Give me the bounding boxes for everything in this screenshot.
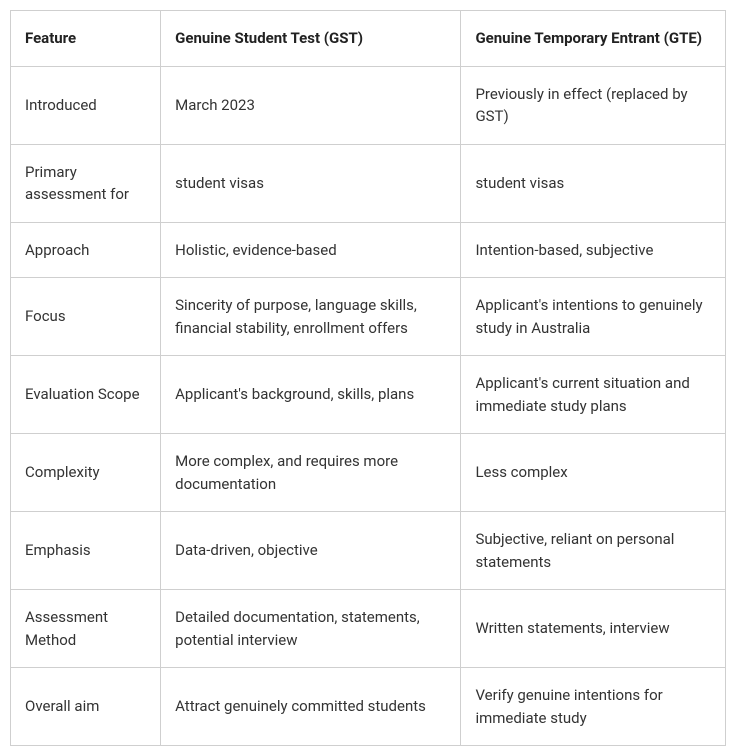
header-feature: Feature: [11, 11, 161, 67]
table-row: Primary assessment for student visas stu…: [11, 144, 726, 222]
cell-feature: Complexity: [11, 434, 161, 512]
cell-gst: student visas: [161, 144, 461, 222]
cell-gte: Applicant's current situation and immedi…: [461, 356, 726, 434]
header-gst: Genuine Student Test (GST): [161, 11, 461, 67]
cell-feature: Approach: [11, 222, 161, 278]
table-row: Approach Holistic, evidence-based Intent…: [11, 222, 726, 278]
cell-gte: Subjective, reliant on personal statemen…: [461, 512, 726, 590]
table-header: Feature Genuine Student Test (GST) Genui…: [11, 11, 726, 67]
cell-feature: Assessment Method: [11, 590, 161, 668]
cell-gte: Applicant's intentions to genuinely stud…: [461, 278, 726, 356]
cell-feature: Emphasis: [11, 512, 161, 590]
table-row: Assessment Method Detailed documentation…: [11, 590, 726, 668]
table-header-row: Feature Genuine Student Test (GST) Genui…: [11, 11, 726, 67]
cell-gte: Previously in effect (replaced by GST): [461, 66, 726, 144]
cell-feature: Focus: [11, 278, 161, 356]
cell-gte: Less complex: [461, 434, 726, 512]
cell-gst: March 2023: [161, 66, 461, 144]
cell-gte: Intention-based, subjective: [461, 222, 726, 278]
comparison-table: Feature Genuine Student Test (GST) Genui…: [10, 10, 726, 746]
table-body: Introduced March 2023 Previously in effe…: [11, 66, 726, 746]
cell-gte: Verify genuine intentions for immediate …: [461, 668, 726, 746]
cell-gte: Written statements, interview: [461, 590, 726, 668]
cell-feature: Introduced: [11, 66, 161, 144]
cell-gst: Attract genuinely committed students: [161, 668, 461, 746]
cell-gte: student visas: [461, 144, 726, 222]
cell-gst: Sincerity of purpose, language skills, f…: [161, 278, 461, 356]
cell-gst: More complex, and requires more document…: [161, 434, 461, 512]
header-gte: Genuine Temporary Entrant (GTE): [461, 11, 726, 67]
cell-feature: Overall aim: [11, 668, 161, 746]
cell-gst: Applicant's background, skills, plans: [161, 356, 461, 434]
cell-gst: Detailed documentation, statements, pote…: [161, 590, 461, 668]
table-row: Emphasis Data-driven, objective Subjecti…: [11, 512, 726, 590]
table-row: Focus Sincerity of purpose, language ski…: [11, 278, 726, 356]
table-row: Overall aim Attract genuinely committed …: [11, 668, 726, 746]
table-row: Introduced March 2023 Previously in effe…: [11, 66, 726, 144]
table-row: Evaluation Scope Applicant's background,…: [11, 356, 726, 434]
cell-feature: Evaluation Scope: [11, 356, 161, 434]
cell-feature: Primary assessment for: [11, 144, 161, 222]
table-row: Complexity More complex, and requires mo…: [11, 434, 726, 512]
cell-gst: Data-driven, objective: [161, 512, 461, 590]
cell-gst: Holistic, evidence-based: [161, 222, 461, 278]
